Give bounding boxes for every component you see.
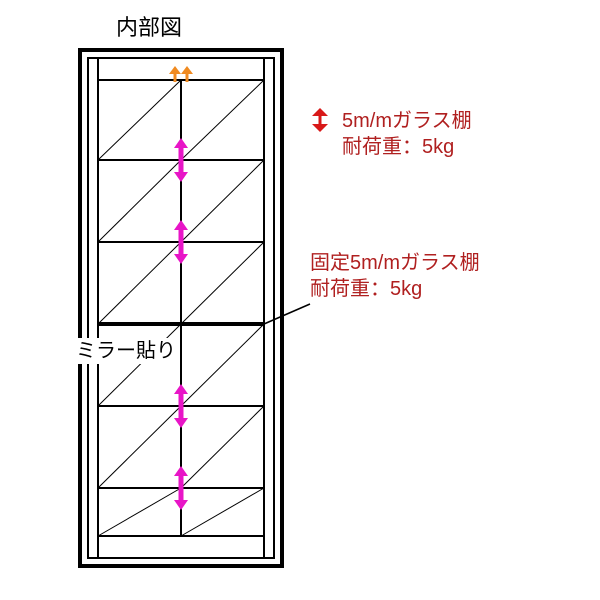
- glass-diagonal: [98, 160, 181, 242]
- leader-line: [264, 304, 310, 324]
- fixed-label-line1: 固定5m/mガラス棚: [310, 250, 480, 276]
- shelf-label-line1: 5m/mガラス棚: [342, 108, 472, 134]
- glass-diagonal: [98, 406, 181, 488]
- glass-diagonal: [98, 80, 181, 160]
- shelf-label: 5m/mガラス棚 耐荷重：5kg: [342, 108, 472, 160]
- glass-diagonal: [181, 160, 264, 242]
- glass-diagonal: [98, 324, 181, 406]
- glass-diagonal: [98, 242, 181, 324]
- glass-diagonal: [181, 80, 264, 160]
- fixed-label-line2: 耐荷重：5kg: [310, 276, 480, 302]
- title: 内部図: [116, 14, 182, 43]
- glass-diagonal: [181, 488, 264, 536]
- glass-diagonal: [98, 488, 181, 536]
- glass-diagonal: [181, 406, 264, 488]
- fixed-shelf-label: 固定5m/mガラス棚 耐荷重：5kg: [310, 250, 480, 302]
- glass-diagonal: [181, 242, 264, 324]
- mirror-label: ミラー貼り: [74, 338, 178, 364]
- shelf-label-line2: 耐荷重：5kg: [342, 134, 472, 160]
- glass-diagonal: [181, 324, 264, 406]
